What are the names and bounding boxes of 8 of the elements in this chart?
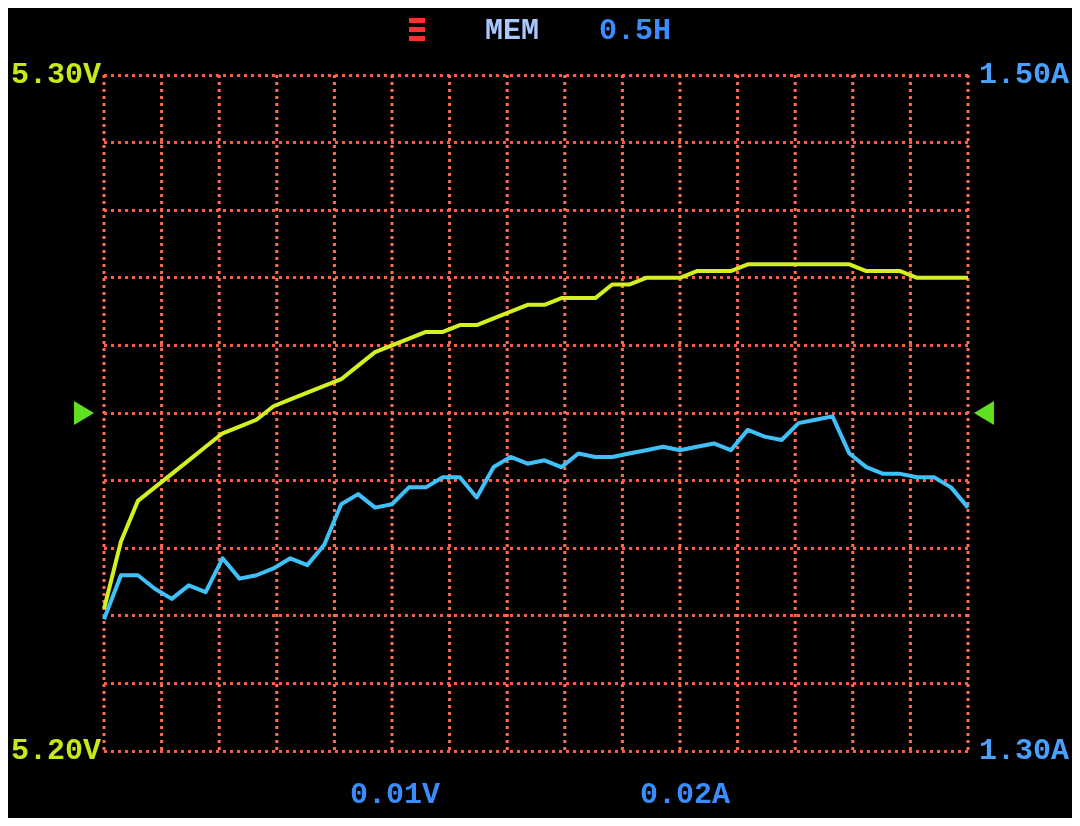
text: 0.01V <box>349 778 440 812</box>
text: 0.02A <box>640 778 731 812</box>
text: 0.5H <box>599 14 672 48</box>
text: MEM <box>484 14 539 48</box>
y2-tick-label: 1.30A <box>978 733 1069 768</box>
y-tick-label: 5.30V <box>11 57 102 92</box>
y2-tick-label: 1.50A <box>978 57 1069 92</box>
y-tick-label: 5.20V <box>11 733 102 768</box>
